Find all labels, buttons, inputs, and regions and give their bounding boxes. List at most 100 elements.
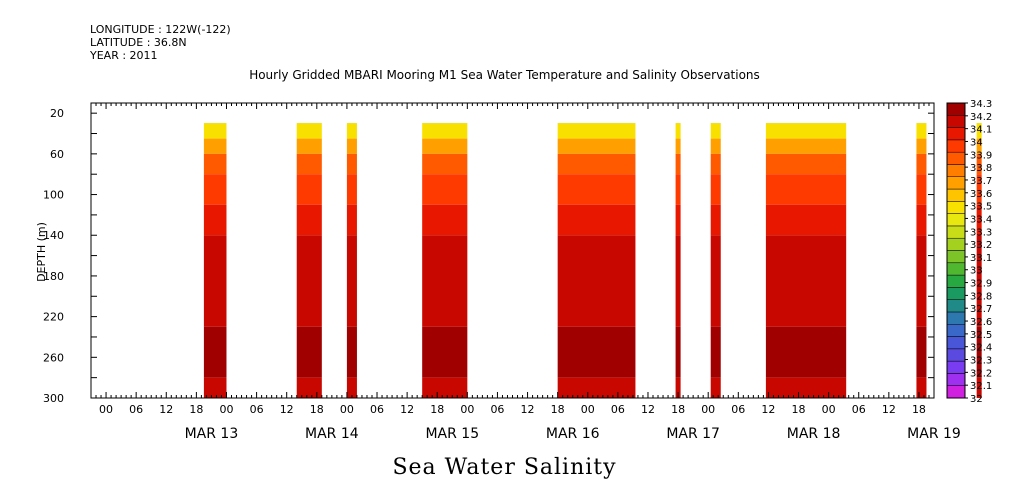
salinity-band	[346, 204, 357, 236]
colorbar-label: 34.1	[970, 125, 992, 136]
y-tick-label: 100	[43, 189, 64, 202]
colorbar-swatch	[946, 250, 966, 264]
salinity-band	[557, 326, 636, 378]
salinity-band	[557, 204, 636, 236]
salinity-band	[710, 123, 721, 139]
salinity-band	[916, 377, 927, 398]
salinity-band	[557, 153, 636, 175]
x-date-label: MAR 17	[666, 426, 720, 442]
x-hour-label: 18	[671, 403, 685, 416]
x-hour-label: 06	[611, 403, 625, 416]
x-hour-label: 00	[99, 403, 113, 416]
salinity-band	[710, 326, 721, 378]
salinity-band	[557, 123, 636, 139]
colorbar-label: 32.1	[970, 381, 992, 392]
x-hour-label: 12	[159, 403, 173, 416]
salinity-band	[203, 123, 227, 139]
salinity-band	[976, 153, 982, 175]
salinity-band	[710, 153, 721, 175]
colorbar-label: 33.3	[970, 227, 992, 238]
colorbar-swatch	[946, 360, 966, 374]
colorbar-swatch	[946, 336, 966, 350]
x-date-label: MAR 18	[787, 426, 841, 442]
colorbar-swatch	[946, 115, 966, 128]
x-hour-label: 12	[521, 403, 535, 416]
salinity-band	[710, 204, 721, 236]
y-tick-label: 260	[43, 351, 64, 364]
colorbar-label: 32.9	[970, 279, 992, 290]
salinity-band	[346, 377, 357, 398]
x-hour-label: 00	[581, 403, 595, 416]
x-date-label: MAR 19	[907, 426, 961, 442]
salinity-band	[296, 153, 322, 175]
salinity-band	[916, 153, 927, 175]
salinity-band	[296, 204, 322, 236]
x-hour-label: 06	[852, 403, 866, 416]
salinity-band	[422, 326, 468, 378]
salinity-band	[675, 377, 681, 398]
salinity-band	[557, 235, 636, 327]
salinity-band	[916, 326, 927, 378]
colorbar-swatch	[946, 299, 966, 313]
x-hour-label: 18	[430, 403, 444, 416]
salinity-band	[976, 235, 982, 327]
salinity-band	[203, 377, 227, 398]
colorbar-swatch	[946, 274, 966, 288]
y-tick-label: 20	[50, 107, 64, 120]
x-date-label: MAR 13	[185, 426, 239, 442]
salinity-band	[422, 174, 468, 205]
x-hour-label: 12	[761, 403, 775, 416]
salinity-band	[976, 326, 982, 378]
colorbar-frame	[946, 102, 966, 399]
colorbar-label: 33.6	[970, 189, 992, 200]
x-hour-label: 00	[219, 403, 233, 416]
salinity-band	[976, 204, 982, 236]
salinity-band	[765, 204, 847, 236]
variable-title: Sea Water Salinity	[392, 455, 617, 480]
salinity-band	[203, 204, 227, 236]
y-tick-label: 220	[43, 311, 64, 324]
salinity-band	[916, 174, 927, 205]
x-hour-label: 18	[189, 403, 203, 416]
salinity-band	[765, 138, 847, 154]
observation-block	[675, 123, 681, 398]
colorbar-swatch	[946, 287, 966, 300]
colorbar-label: 34	[970, 137, 983, 148]
x-hour-label: 00	[340, 403, 354, 416]
colorbar-label: 33.9	[970, 150, 992, 161]
salinity-band	[296, 123, 322, 139]
colorbar-label: 32.4	[970, 343, 992, 354]
colorbar-swatch	[946, 151, 966, 165]
y-tick-label: 180	[43, 270, 64, 283]
salinity-band	[422, 235, 468, 327]
salinity-band	[765, 235, 847, 327]
colorbar-swatch	[946, 176, 966, 190]
salinity-band	[557, 377, 636, 398]
salinity-band	[296, 138, 322, 154]
chart-title: Hourly Gridded MBARI Mooring M1 Sea Wate…	[249, 68, 760, 82]
salinity-band	[296, 174, 322, 205]
colorbar-label: 33.4	[970, 214, 992, 225]
longitude-label: LONGITUDE : 122W(-122)	[90, 23, 231, 36]
salinity-band	[422, 138, 468, 154]
salinity-band	[203, 138, 227, 154]
salinity-band	[346, 123, 357, 139]
salinity-band	[916, 235, 927, 327]
x-hour-label: 00	[460, 403, 474, 416]
salinity-band	[710, 235, 721, 327]
x-hour-label: 06	[370, 403, 384, 416]
y-tick-label: 140	[43, 229, 64, 242]
salinity-band	[675, 235, 681, 327]
salinity-band	[976, 377, 982, 398]
colorbar-swatch	[946, 311, 966, 325]
observation-block	[976, 123, 982, 398]
salinity-band	[346, 153, 357, 175]
salinity-band	[296, 377, 322, 398]
salinity-band	[346, 138, 357, 154]
observation-block	[710, 123, 721, 398]
salinity-band	[916, 204, 927, 236]
colorbar-label: 32.6	[970, 317, 992, 328]
observation-block	[422, 123, 468, 398]
x-hour-label: 12	[280, 403, 294, 416]
y-tick-label: 60	[50, 148, 64, 161]
